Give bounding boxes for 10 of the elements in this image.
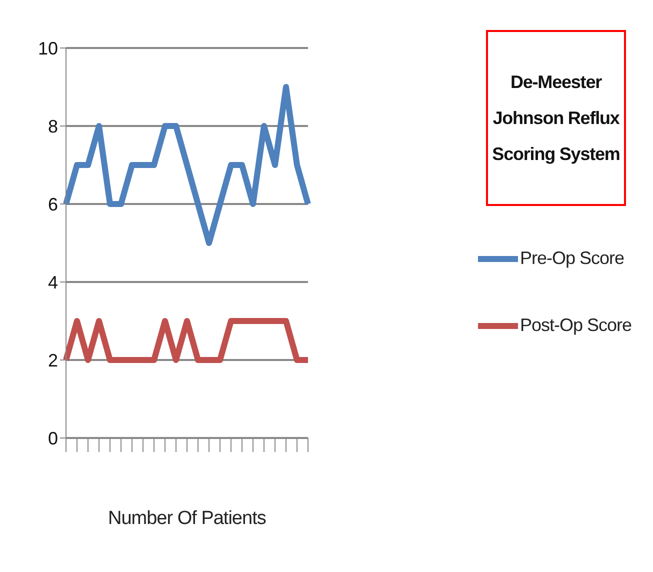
y-tick-label: 6 [48, 194, 58, 214]
x-axis-title: Number Of Patients [108, 508, 266, 530]
legend-label: Pre-Op Score [520, 248, 624, 269]
y-tick-label: 8 [48, 116, 58, 136]
text: De-Meester Johnson Reflux Scoring System [491, 71, 621, 166]
y-tick-label: 0 [48, 428, 58, 448]
legend-label: Post-Op Score [520, 315, 632, 336]
y-tick-label: 4 [48, 272, 58, 292]
y-tick-label: 10 [38, 38, 58, 58]
y-tick-label: 2 [48, 350, 58, 370]
